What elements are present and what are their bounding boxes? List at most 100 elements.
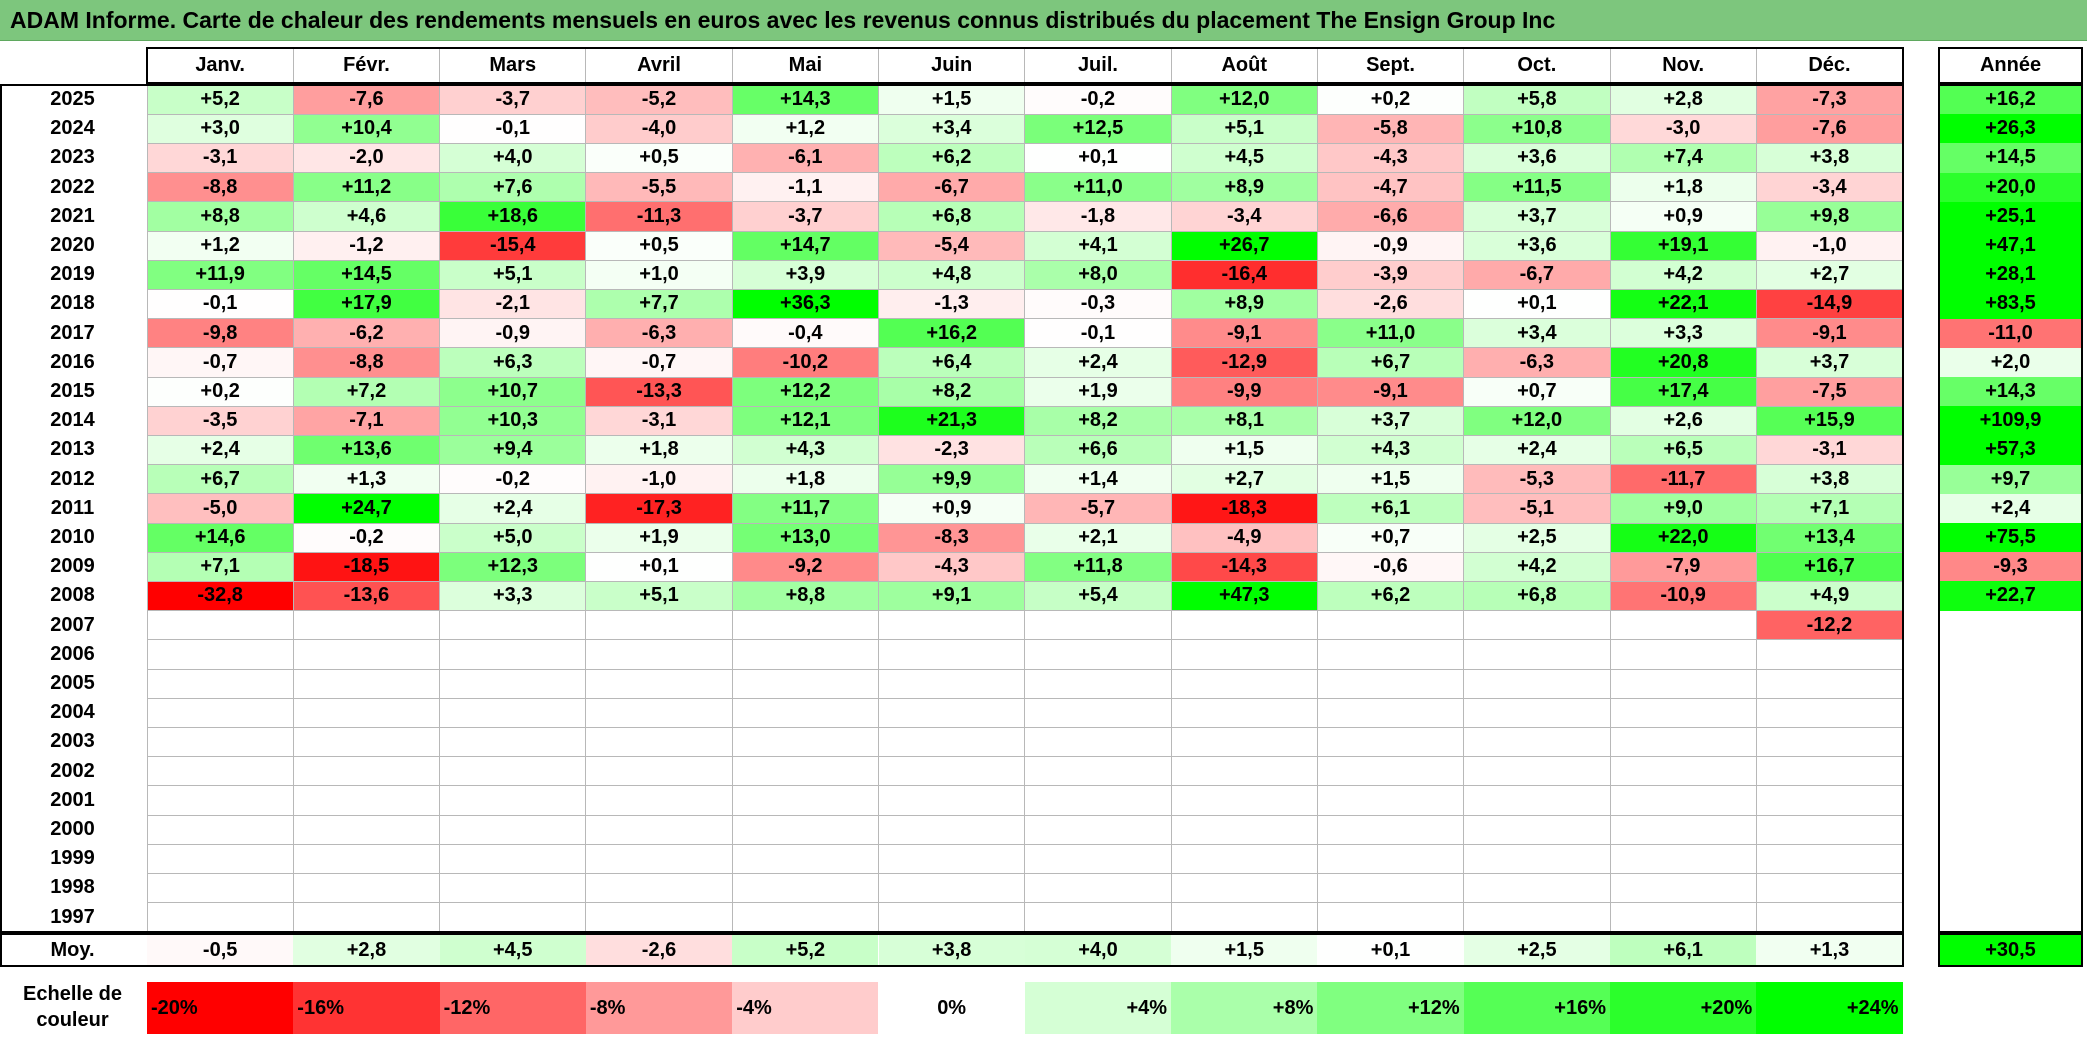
heatmap-cell — [1317, 669, 1464, 699]
heatmap-cell — [1610, 785, 1757, 815]
row-label-2008: 2008 — [50, 584, 95, 607]
row-label-2015: 2015 — [50, 380, 95, 403]
heatmap-cell: +12,3 — [439, 552, 586, 582]
heatmap-cell: -7,1 — [293, 406, 440, 436]
heatmap-cell — [1610, 698, 1757, 728]
heatmap-cell: +6,7 — [147, 464, 294, 494]
grid-line-horizontal — [147, 464, 1903, 466]
heatmap-cell: -4,3 — [1317, 143, 1464, 173]
row-label-2018: 2018 — [50, 292, 95, 315]
heatmap-cell — [1756, 815, 1903, 845]
heatmap-cell: +12,5 — [1024, 114, 1172, 144]
heatmap-cell — [1756, 756, 1903, 786]
heatmap-cell — [293, 785, 440, 815]
grid-line-horizontal — [147, 376, 1903, 378]
grid-line-horizontal — [147, 493, 1903, 495]
heatmap-cell: +1,5 — [1317, 464, 1464, 494]
heatmap-cell: -1,0 — [1756, 231, 1903, 261]
heatmap-cell — [439, 902, 586, 932]
heatmap-cell — [878, 639, 1025, 669]
heatmap-cell: +20,8 — [1610, 347, 1757, 377]
heatmap-cell: -5,3 — [1463, 464, 1610, 494]
row-label-2017: 2017 — [50, 321, 95, 344]
grid-line-horizontal — [147, 288, 1903, 290]
heatmap-cell: -4,3 — [878, 552, 1025, 582]
heatmap-cell — [1317, 698, 1464, 728]
grid-line-horizontal — [147, 902, 1903, 904]
heatmap-cell — [878, 844, 1025, 874]
heatmap-cell — [147, 639, 294, 669]
year-total-cell: +28,1 — [1939, 260, 2082, 290]
heatmap-cell: +9,4 — [439, 435, 586, 465]
heatmap-cell: +6,8 — [1463, 581, 1610, 611]
legend-swatch: +20% — [1610, 982, 1757, 1034]
year-total-cell: +2,0 — [1939, 347, 2082, 377]
heatmap-cell: +10,3 — [439, 406, 586, 436]
average-cell: +0,1 — [1317, 934, 1464, 966]
grid-line-horizontal — [147, 610, 1903, 612]
row-label-2009: 2009 — [50, 555, 95, 578]
year-total-cell: +2,4 — [1939, 493, 2082, 523]
heatmap-cell: +0,9 — [878, 493, 1025, 523]
heatmap-cell — [1317, 756, 1464, 786]
grid-line-vertical — [1024, 85, 1026, 932]
legend-swatch: +24% — [1756, 982, 1903, 1034]
row-label-2012: 2012 — [50, 467, 95, 490]
heatmap-cell — [1756, 669, 1903, 699]
heatmap-cell — [1463, 873, 1610, 903]
legend-swatch: -12% — [439, 982, 586, 1034]
heatmap-cell — [732, 727, 879, 757]
heatmap-cell — [1610, 815, 1757, 845]
heatmap-cell: +6,4 — [878, 347, 1025, 377]
row-label-2000: 2000 — [50, 818, 95, 841]
heatmap-cell: -3,9 — [1317, 260, 1464, 290]
year-total-cell: +83,5 — [1939, 289, 2082, 319]
heatmap-cell: -1,8 — [1024, 201, 1172, 231]
heatmap-cell: -6,3 — [585, 318, 733, 348]
heatmap-cell — [147, 610, 294, 640]
heatmap-cell: -3,1 — [1756, 435, 1903, 465]
heatmap-cell — [439, 669, 586, 699]
grid-line-vertical — [731, 85, 733, 932]
year-total-cell — [1939, 785, 2082, 815]
heatmap-cell: -6,1 — [732, 143, 879, 173]
grid-line-vertical — [146, 85, 148, 932]
heatmap-cell — [732, 639, 879, 669]
row-label-1999: 1999 — [50, 847, 95, 870]
heatmap-cell: +12,2 — [732, 377, 879, 407]
heatmap-cell: -2,0 — [293, 143, 440, 173]
heatmap-cell: -0,1 — [147, 289, 294, 319]
heatmap-cell — [1463, 610, 1610, 640]
heatmap-cell — [439, 639, 586, 669]
heatmap-cell: +9,8 — [1756, 201, 1903, 231]
legend-swatch: +16% — [1463, 982, 1610, 1034]
heatmap-cell — [1610, 873, 1757, 903]
grid-line-horizontal — [147, 142, 1903, 144]
heatmap-cell — [1024, 902, 1172, 932]
heatmap-cell: +2,4 — [439, 493, 586, 523]
heatmap-cell — [1317, 902, 1464, 932]
row-label-2023: 2023 — [50, 146, 95, 169]
heatmap-cell — [1756, 639, 1903, 669]
heatmap-cell: +0,7 — [1463, 377, 1610, 407]
heatmap-cell: -9,9 — [1171, 377, 1318, 407]
heatmap-cell — [1463, 902, 1610, 932]
heatmap-cell: +4,2 — [1463, 552, 1610, 582]
header-separator — [1170, 48, 1172, 83]
header-separator — [585, 48, 587, 83]
heatmap-cell: +0,1 — [1024, 143, 1172, 173]
heatmap-cell: -7,6 — [1756, 114, 1903, 144]
heatmap-cell: +1,8 — [732, 464, 879, 494]
heatmap-cell: -14,3 — [1171, 552, 1318, 582]
heatmap-cell: +8,0 — [1024, 260, 1172, 290]
header-separator — [1609, 48, 1611, 83]
heatmap-cell — [585, 698, 733, 728]
heatmap-cell: +5,1 — [585, 581, 733, 611]
row-label-2016: 2016 — [50, 350, 95, 373]
heatmap-cell — [1024, 873, 1172, 903]
heatmap-cell: -0,2 — [439, 464, 586, 494]
heatmap-cell: +3,7 — [1463, 201, 1610, 231]
heatmap-cell — [1610, 610, 1757, 640]
legend-label-line1: Echelle de — [23, 983, 122, 1005]
heatmap-cell: +5,1 — [439, 260, 586, 290]
